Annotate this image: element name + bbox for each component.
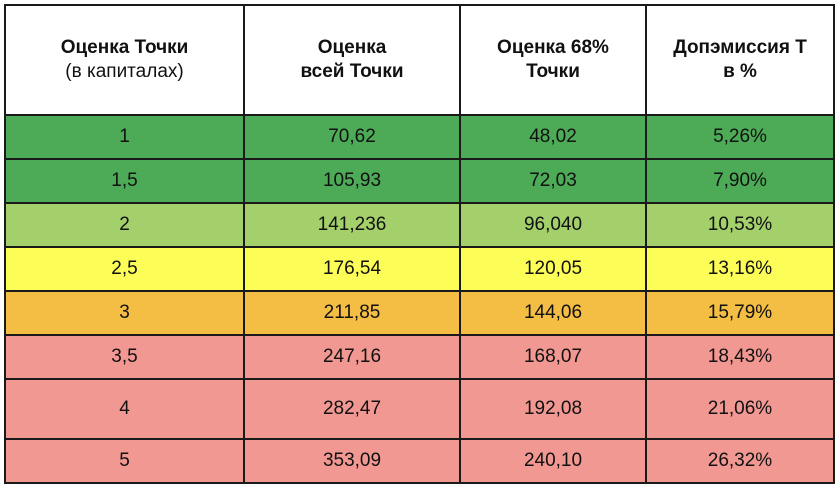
table-cell: 192,08 bbox=[459, 378, 647, 440]
header-title: Оценка Точки bbox=[60, 37, 189, 58]
table-row: 3,5 247,16 168,07 18,43% bbox=[4, 334, 835, 380]
table-cell: 21,06% bbox=[645, 378, 835, 440]
table-cell: 70,62 bbox=[243, 114, 461, 160]
header-valuation-68: Оценка 68% Точки bbox=[459, 4, 647, 116]
table-cell: 105,93 bbox=[243, 158, 461, 204]
table-row: 2 141,236 96,040 10,53% bbox=[4, 202, 835, 248]
table-cell: 247,16 bbox=[243, 334, 461, 380]
table-cell: 5 bbox=[4, 438, 245, 484]
table-cell: 26,32% bbox=[645, 438, 835, 484]
table-cell: 353,09 bbox=[243, 438, 461, 484]
table-cell: 1,5 bbox=[4, 158, 245, 204]
table-cell: 10,53% bbox=[645, 202, 835, 248]
header-subtitle: (в капиталах) bbox=[65, 61, 184, 82]
valuation-table: Оценка Точки (в капиталах) Оценка всей Т… bbox=[4, 4, 835, 484]
table-cell: 4 bbox=[4, 378, 245, 440]
table-cell: 2,5 bbox=[4, 246, 245, 292]
header-subtitle: всей Точки bbox=[300, 61, 404, 82]
table-cell: 5,26% bbox=[645, 114, 835, 160]
table-cell: 144,06 bbox=[459, 290, 647, 336]
table-cell: 141,236 bbox=[243, 202, 461, 248]
table-cell: 18,43% bbox=[645, 334, 835, 380]
table-cell: 48,02 bbox=[459, 114, 647, 160]
table-cell: 13,16% bbox=[645, 246, 835, 292]
header-subtitle: в % bbox=[723, 61, 757, 82]
table-cell: 2 bbox=[4, 202, 245, 248]
header-additional-emission: Допэмиссия Т в % bbox=[645, 4, 835, 116]
header-valuation-capitals: Оценка Точки (в капиталах) bbox=[4, 4, 245, 116]
table-cell: 1 bbox=[4, 114, 245, 160]
header-subtitle: Точки bbox=[526, 61, 580, 82]
header-valuation-total: Оценка всей Точки bbox=[243, 4, 461, 116]
table-cell: 96,040 bbox=[459, 202, 647, 248]
table-row: 4 282,47 192,08 21,06% bbox=[4, 378, 835, 440]
table-cell: 3,5 bbox=[4, 334, 245, 380]
table-row: 1 70,62 48,02 5,26% bbox=[4, 114, 835, 160]
table-cell: 282,47 bbox=[243, 378, 461, 440]
table-row: 5 353,09 240,10 26,32% bbox=[4, 438, 835, 484]
table-row: 1,5 105,93 72,03 7,90% bbox=[4, 158, 835, 204]
header-title: Допэмиссия Т bbox=[673, 37, 807, 58]
table-cell: 176,54 bbox=[243, 246, 461, 292]
header-title: Оценка 68% bbox=[497, 37, 609, 58]
table-cell: 3 bbox=[4, 290, 245, 336]
table-cell: 120,05 bbox=[459, 246, 647, 292]
table-cell: 72,03 bbox=[459, 158, 647, 204]
table-cell: 15,79% bbox=[645, 290, 835, 336]
table-row: 2,5 176,54 120,05 13,16% bbox=[4, 246, 835, 292]
table-cell: 7,90% bbox=[645, 158, 835, 204]
table-row: 3 211,85 144,06 15,79% bbox=[4, 290, 835, 336]
table-cell: 211,85 bbox=[243, 290, 461, 336]
header-title: Оценка bbox=[317, 37, 387, 58]
table-cell: 168,07 bbox=[459, 334, 647, 380]
header-row: Оценка Точки (в капиталах) Оценка всей Т… bbox=[4, 4, 835, 116]
table-cell: 240,10 bbox=[459, 438, 647, 484]
